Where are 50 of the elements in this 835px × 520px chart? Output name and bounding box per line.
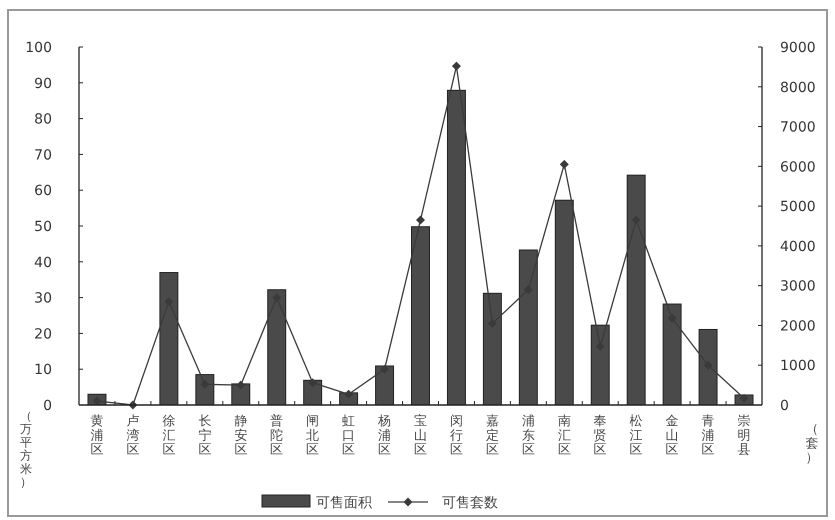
y-tick-label: 0 (43, 398, 52, 414)
y-axis-title: （万平方米） (20, 409, 32, 489)
x-tick-label: 闵行区 (450, 414, 463, 458)
y2-tick-label: 8000 (780, 80, 816, 96)
y2-tick-label: 4000 (780, 238, 816, 255)
y2-tick-label: 0 (780, 398, 789, 414)
x-tick-label: 闸北区 (306, 414, 320, 458)
x-tick-label: 金山区 (666, 414, 679, 458)
x-tick-label: 长宁区 (198, 414, 212, 458)
point (236, 380, 246, 390)
y-tick-label: 40 (34, 254, 52, 271)
y2-tick-label: 5000 (780, 199, 816, 216)
x-tick-label: 嘉定区 (486, 414, 499, 458)
x-tick-label: 崇明县 (738, 414, 751, 458)
y-tick-label: 70 (34, 147, 52, 164)
x-tick-label: 普陀区 (270, 413, 284, 458)
y-tick-label: 10 (34, 362, 52, 378)
x-tick-label: 松江区 (630, 414, 643, 458)
y-tick-label: 50 (34, 219, 52, 235)
y-tick-label: 100 (25, 40, 52, 56)
point (560, 160, 569, 169)
x-tick-label: 南汇区 (558, 414, 571, 458)
y-tick-label: 80 (34, 112, 52, 128)
y2-tick-label: 9000 (780, 40, 816, 56)
x-tick-label: 静安区 (234, 414, 248, 458)
y-tick-label: 20 (34, 326, 52, 342)
point (452, 62, 461, 71)
point (308, 378, 318, 388)
y2-axis-title: （套） (806, 422, 818, 466)
x-tick-label: 奉贤区 (594, 414, 607, 458)
y-tick-label: 30 (34, 290, 52, 307)
x-tick-label: 徐汇区 (162, 414, 176, 458)
y2-tick-label: 7000 (780, 120, 816, 136)
y2-tick-label: 6000 (780, 159, 816, 176)
y2-tick-label: 1000 (780, 358, 816, 374)
x-tick-label: 宝山区 (414, 413, 427, 458)
y-tick-label: 90 (34, 76, 52, 92)
x-tick-label: 卢湾区 (126, 414, 140, 458)
x-tick-label: 青浦区 (702, 414, 715, 458)
x-tick-label: 杨浦区 (377, 414, 392, 458)
legend-label: 可售面积 (316, 495, 372, 511)
y2-tick-label: 3000 (780, 278, 816, 295)
x-tick-label: 浦东区 (522, 414, 535, 458)
point (380, 364, 390, 374)
y-tick-label: 60 (34, 183, 52, 200)
point (416, 216, 425, 225)
x-tick-label: 虹口区 (342, 414, 356, 458)
legend-label: 可售套数 (442, 495, 498, 511)
x-tick-label: 黄浦区 (90, 414, 104, 458)
y2-tick-label: 2000 (780, 318, 816, 334)
